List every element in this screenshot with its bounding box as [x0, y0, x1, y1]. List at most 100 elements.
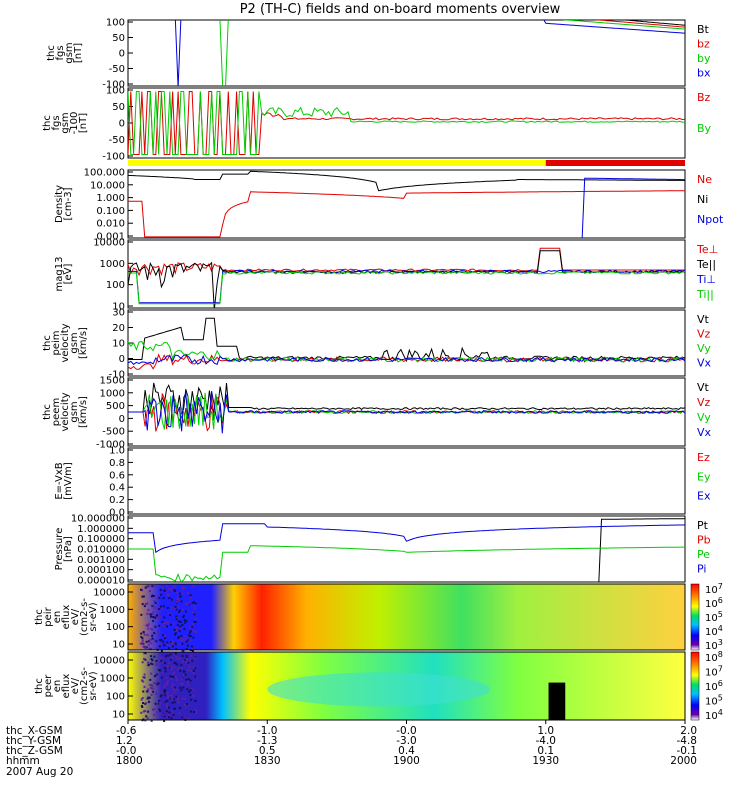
y-tick-label: 100	[106, 18, 125, 29]
spectrogram-pixel	[186, 703, 189, 706]
y-tick-label: 10000	[93, 656, 125, 667]
spectrogram-pixel	[159, 669, 162, 672]
spectrogram-pixel	[178, 609, 181, 612]
spectrogram-pixel	[152, 687, 155, 690]
legend-entry: Te⊥	[696, 243, 718, 256]
spectrogram-pixel	[192, 669, 195, 672]
panel-efield: 1.00.80.6 0.40.2 0.0 E=-VxB[mV/m] Ez Ey Ex	[54, 446, 711, 519]
spectrogram-pixel	[146, 664, 149, 667]
spectrogram-pixel	[150, 693, 153, 696]
legend-entry: bx	[697, 67, 711, 80]
spectrogram-pixel	[159, 639, 162, 642]
spectrogram-pixel	[168, 593, 171, 596]
y-axis-label: mag13	[54, 257, 65, 292]
spectrogram-pixel	[147, 623, 150, 626]
spectrogram-pixel	[141, 589, 144, 592]
spectrogram-pixel	[161, 620, 164, 623]
legend-entry: Ti||	[696, 288, 714, 301]
spectrogram-pixel	[171, 640, 174, 643]
series-line	[128, 250, 685, 308]
spectrogram-pixel	[179, 628, 182, 631]
spectrogram-pixel	[182, 586, 185, 589]
spectrogram-pixel	[185, 655, 188, 658]
spectrogram-pixel	[144, 652, 147, 655]
y-axis-label: gsm	[60, 112, 71, 133]
y-tick-label: 1000	[100, 259, 125, 270]
y-tick-label: -10	[109, 370, 125, 381]
spectrogram-pixel	[186, 603, 189, 606]
spectrogram-pixel	[168, 597, 171, 600]
legend-entry: Vx	[697, 426, 712, 439]
spectrogram-pixel	[155, 692, 158, 695]
spectrogram-pixel	[145, 646, 148, 649]
spectrogram-pixel	[178, 643, 181, 646]
spectrogram-pixel	[166, 706, 169, 709]
spectrogram-pixel	[149, 678, 152, 681]
spectrogram-pixel	[161, 689, 164, 692]
spectrogram-pixel	[164, 655, 167, 658]
spectrogram-pixel	[173, 707, 176, 710]
x-tick-gsm-y: -1.3	[257, 735, 278, 747]
spectrogram-pixel	[151, 684, 154, 687]
spectrogram-pixel	[193, 607, 196, 610]
y-axis-label: [km/s]	[78, 327, 89, 359]
spectrogram-pixel	[141, 661, 144, 664]
spectrogram-pixel	[143, 657, 146, 660]
spectrogram-pixel	[155, 659, 158, 662]
spectrogram-pixel	[189, 710, 192, 713]
spectrogram-pixel	[163, 715, 166, 718]
spectrogram-pixel	[188, 631, 191, 634]
spectrogram-pixel	[153, 600, 156, 603]
spectrogram-pixel	[181, 592, 184, 595]
x-tick-gsm-x: 2.0	[680, 725, 697, 737]
spectrogram-pixel	[151, 604, 154, 607]
spectrogram-pixel	[162, 596, 165, 599]
spectrogram-pixel	[163, 691, 166, 694]
spectrogram-pixel	[156, 597, 159, 600]
spectrogram-pixel	[191, 647, 194, 650]
spectrogram-pixel	[170, 598, 173, 601]
y-axis-label: thc	[34, 609, 45, 625]
y-axis-label: E=-VxB	[54, 462, 65, 499]
spectrogram-pixel	[148, 700, 151, 703]
y-tick-label: 30	[112, 308, 125, 319]
spectrogram-pixel	[165, 681, 168, 684]
spectrogram-pixel	[172, 698, 175, 701]
colorbar-tick: 108	[705, 650, 723, 664]
spectrogram-pixel	[192, 672, 195, 675]
spectrogram-pixel	[170, 675, 173, 678]
spectrogram-pixel	[153, 632, 156, 635]
spectrogram-pixel	[163, 719, 166, 722]
spectrogram-pixel	[159, 592, 162, 595]
spectrogram-pixel	[176, 624, 179, 627]
spectrogram-pixel	[192, 611, 195, 614]
x-tick-hhmm: 1830	[254, 755, 281, 767]
spectrogram-pixel	[145, 624, 148, 627]
spectrogram-pixel	[143, 673, 146, 676]
spectrogram-pixel	[144, 586, 147, 589]
spectrogram-pixel	[167, 588, 170, 591]
spectrogram-pixel	[169, 588, 172, 591]
spectrogram-pixel	[164, 666, 167, 669]
spectrogram-pixel	[165, 694, 168, 697]
spectrogram-pixel	[156, 679, 159, 682]
y-tick-label: -100	[102, 80, 125, 91]
spectrogram-pixel	[181, 624, 184, 627]
series-line	[619, 20, 685, 26]
spectrogram-pixel	[162, 587, 165, 590]
spectrogram-pixel	[157, 634, 160, 637]
spectrogram-pixel	[188, 690, 191, 693]
series-Ni	[128, 170, 685, 192]
spectrogram-pixel	[176, 657, 179, 660]
spectrogram-pixel	[166, 606, 169, 609]
spectrogram-pixel	[178, 657, 181, 660]
legend-entry: Ey	[697, 470, 711, 483]
spectrogram-pixel	[161, 585, 164, 588]
spectrogram-pixel	[183, 619, 186, 622]
spectrogram-pixel	[150, 628, 153, 631]
spectrogram-pixel	[188, 659, 191, 662]
spectrogram-pixel	[155, 673, 158, 676]
spectrogram-pixel	[164, 622, 167, 625]
spectrogram-pixel	[188, 718, 191, 721]
